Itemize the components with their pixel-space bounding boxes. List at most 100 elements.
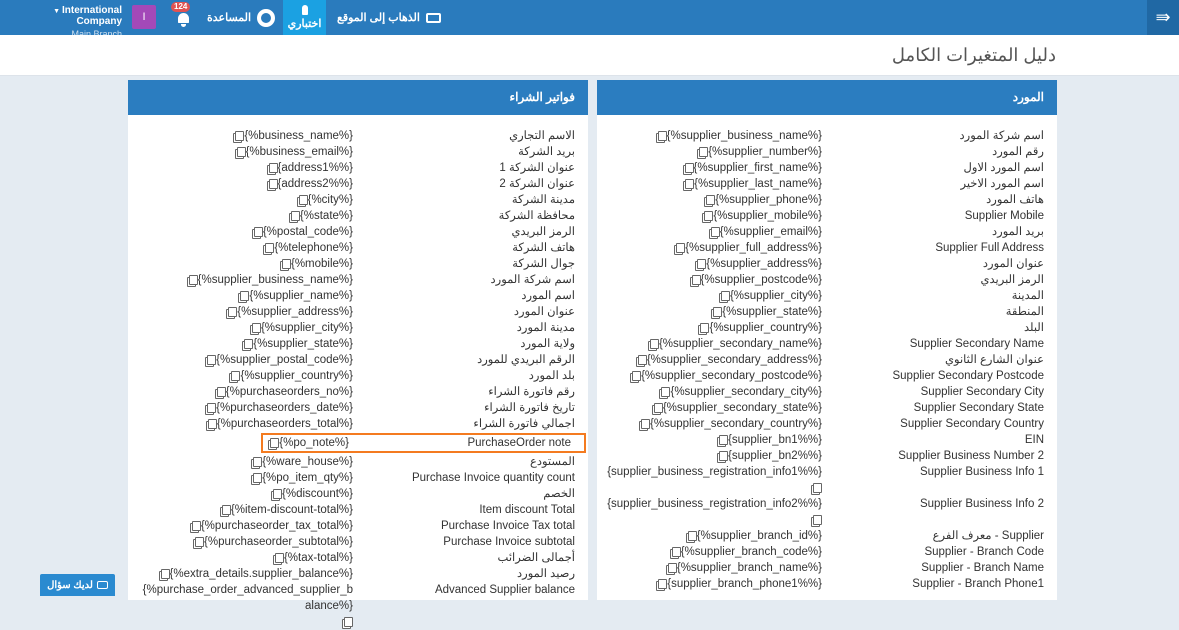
copy-icon[interactable] — [250, 454, 263, 470]
variable-code[interactable]: {address2%%} — [277, 178, 353, 190]
help-link[interactable]: المساعدة — [207, 0, 276, 35]
variable-code[interactable]: {address1%%} — [277, 162, 353, 174]
copy-icon[interactable] — [651, 400, 663, 416]
variable-code[interactable]: {%supplier_name%} — [249, 290, 353, 302]
copy-icon[interactable] — [225, 304, 238, 320]
variable-code[interactable]: {%extra_details.supplier_balance%} — [169, 568, 353, 580]
copy-icon[interactable] — [189, 518, 201, 534]
copy-icon[interactable] — [266, 176, 278, 192]
variable-code[interactable]: {%supplier_first_name%} — [693, 162, 823, 174]
menu-toggle-icon[interactable]: ⇛ — [1147, 0, 1179, 35]
copy-icon[interactable] — [701, 208, 714, 224]
variable-code[interactable]: {%supplier_secondary_city%} — [670, 386, 822, 398]
go-to-site-link[interactable]: الذهاب إلى الموقع — [337, 0, 441, 35]
copy-icon[interactable] — [682, 160, 694, 176]
copy-icon[interactable] — [262, 240, 275, 256]
variable-code[interactable]: {%purchaseorder_subtotal%} — [204, 536, 353, 548]
variable-code[interactable]: {%postal_code%} — [262, 226, 353, 238]
variable-code[interactable]: {%item-discount-total%} — [230, 504, 353, 516]
copy-icon[interactable] — [272, 550, 284, 566]
copy-icon[interactable] — [810, 512, 822, 528]
variable-code[interactable]: {%purchaseorder_tax_total%} — [200, 520, 353, 532]
variable-code[interactable]: {%supplier_state%} — [253, 338, 353, 350]
variable-code[interactable]: {%supplier_address%} — [237, 306, 353, 318]
copy-icon[interactable] — [219, 502, 231, 518]
copy-icon[interactable] — [234, 144, 246, 160]
copy-icon[interactable] — [655, 576, 668, 592]
copy-icon[interactable] — [186, 272, 198, 288]
variable-code[interactable]: {%supplier_postcode%} — [700, 274, 822, 286]
copy-icon[interactable] — [718, 288, 730, 304]
variable-code[interactable]: {%supplier_phone%} — [715, 194, 822, 206]
copy-icon[interactable] — [204, 400, 217, 416]
variable-code[interactable]: {%supplier_number%} — [708, 146, 822, 158]
copy-icon[interactable] — [158, 566, 170, 582]
copy-icon[interactable] — [694, 256, 707, 272]
copy-icon[interactable] — [270, 486, 283, 502]
variable-code[interactable]: {%state%} — [299, 210, 353, 222]
variable-code[interactable]: {%tax-total%} — [283, 552, 353, 564]
variable-code[interactable]: {supplier_branch_phone1%%} — [667, 578, 822, 590]
variable-code[interactable]: {%supplier_secondary_address%} — [646, 354, 822, 366]
copy-icon[interactable] — [232, 128, 245, 144]
variable-code[interactable]: {supplier_business_registration_info2%%} — [607, 498, 822, 510]
copy-icon[interactable] — [205, 416, 217, 432]
variable-code[interactable]: {%supplier_secondary_state%} — [662, 402, 822, 414]
copy-icon[interactable] — [250, 470, 263, 486]
variable-code[interactable]: {%supplier_business_name%} — [666, 130, 822, 142]
copy-icon[interactable] — [669, 544, 681, 560]
variable-code[interactable]: {%supplier_branch_id%} — [696, 530, 822, 542]
copy-icon[interactable] — [629, 368, 642, 384]
variable-code[interactable]: {%supplier_last_name%} — [694, 178, 822, 190]
variable-code[interactable]: {%supplier_country%} — [709, 322, 822, 334]
variable-code[interactable]: {supplier_bn1%%} — [728, 434, 822, 446]
copy-icon[interactable] — [655, 128, 667, 144]
variable-code[interactable]: {%supplier_state%} — [722, 306, 822, 318]
company-switcher[interactable]: ▼ International Company Main Branch — [18, 5, 122, 39]
variable-code[interactable]: {%supplier_mobile%} — [713, 210, 822, 222]
copy-icon[interactable] — [296, 192, 308, 208]
copy-icon[interactable] — [682, 176, 695, 192]
variable-code[interactable]: {%supplier_full_address%} — [685, 242, 822, 254]
copy-icon[interactable] — [279, 256, 291, 272]
variable-code[interactable]: {%supplier_city%} — [260, 322, 353, 334]
copy-icon[interactable] — [192, 534, 205, 550]
variable-code[interactable]: {%purchaseorders_no%} — [225, 386, 353, 398]
copy-icon[interactable] — [249, 320, 261, 336]
variable-code[interactable]: {%ware_house%} — [262, 456, 353, 468]
variable-code[interactable]: {%business_email%} — [245, 146, 353, 158]
copy-icon[interactable] — [241, 336, 254, 352]
variable-code[interactable]: {%supplier_business_name%} — [197, 274, 353, 286]
variable-code[interactable]: {%supplier_secondary_name%} — [658, 338, 822, 350]
copy-icon[interactable] — [237, 288, 250, 304]
copy-icon[interactable] — [703, 192, 716, 208]
variable-code[interactable]: {supplier_bn2%%} — [728, 450, 822, 462]
variable-code[interactable]: {supplier_business_registration_info1%%} — [607, 466, 822, 478]
variable-code[interactable]: {%po_item_qty%} — [262, 472, 353, 484]
variable-code[interactable]: {%telephone%} — [274, 242, 353, 254]
bell-icon[interactable] — [177, 13, 190, 27]
copy-icon[interactable] — [665, 560, 677, 576]
variable-code[interactable]: {%purchaseorders_date%} — [216, 402, 353, 414]
copy-icon[interactable] — [267, 435, 280, 451]
copy-icon[interactable] — [696, 144, 709, 160]
variable-code[interactable]: {%business_name%} — [244, 130, 353, 142]
copy-icon[interactable] — [658, 384, 671, 400]
variable-code[interactable]: {%purchase_order_advanced_supplier_balan… — [142, 584, 353, 612]
copy-icon[interactable] — [266, 160, 278, 176]
variable-code[interactable]: {%supplier_city%} — [729, 290, 822, 302]
copy-icon[interactable] — [288, 208, 300, 224]
my-test-tab[interactable]: اختباري — [283, 0, 326, 35]
variable-code[interactable]: {%purchaseorders_total%} — [216, 418, 353, 430]
copy-icon[interactable] — [810, 480, 822, 496]
variable-code[interactable]: {%city%} — [307, 194, 353, 206]
copy-icon[interactable] — [708, 224, 720, 240]
variable-code[interactable]: {%supplier_country%} — [240, 370, 353, 382]
variable-code[interactable]: {%supplier_branch_code%} — [680, 546, 822, 558]
copy-icon[interactable] — [710, 304, 723, 320]
ask-question-button[interactable]: لديك سؤال — [40, 574, 115, 596]
copy-icon[interactable] — [673, 240, 686, 256]
copy-icon[interactable] — [685, 528, 697, 544]
variable-code[interactable]: {%discount%} — [282, 488, 353, 500]
copy-icon[interactable] — [638, 416, 651, 432]
